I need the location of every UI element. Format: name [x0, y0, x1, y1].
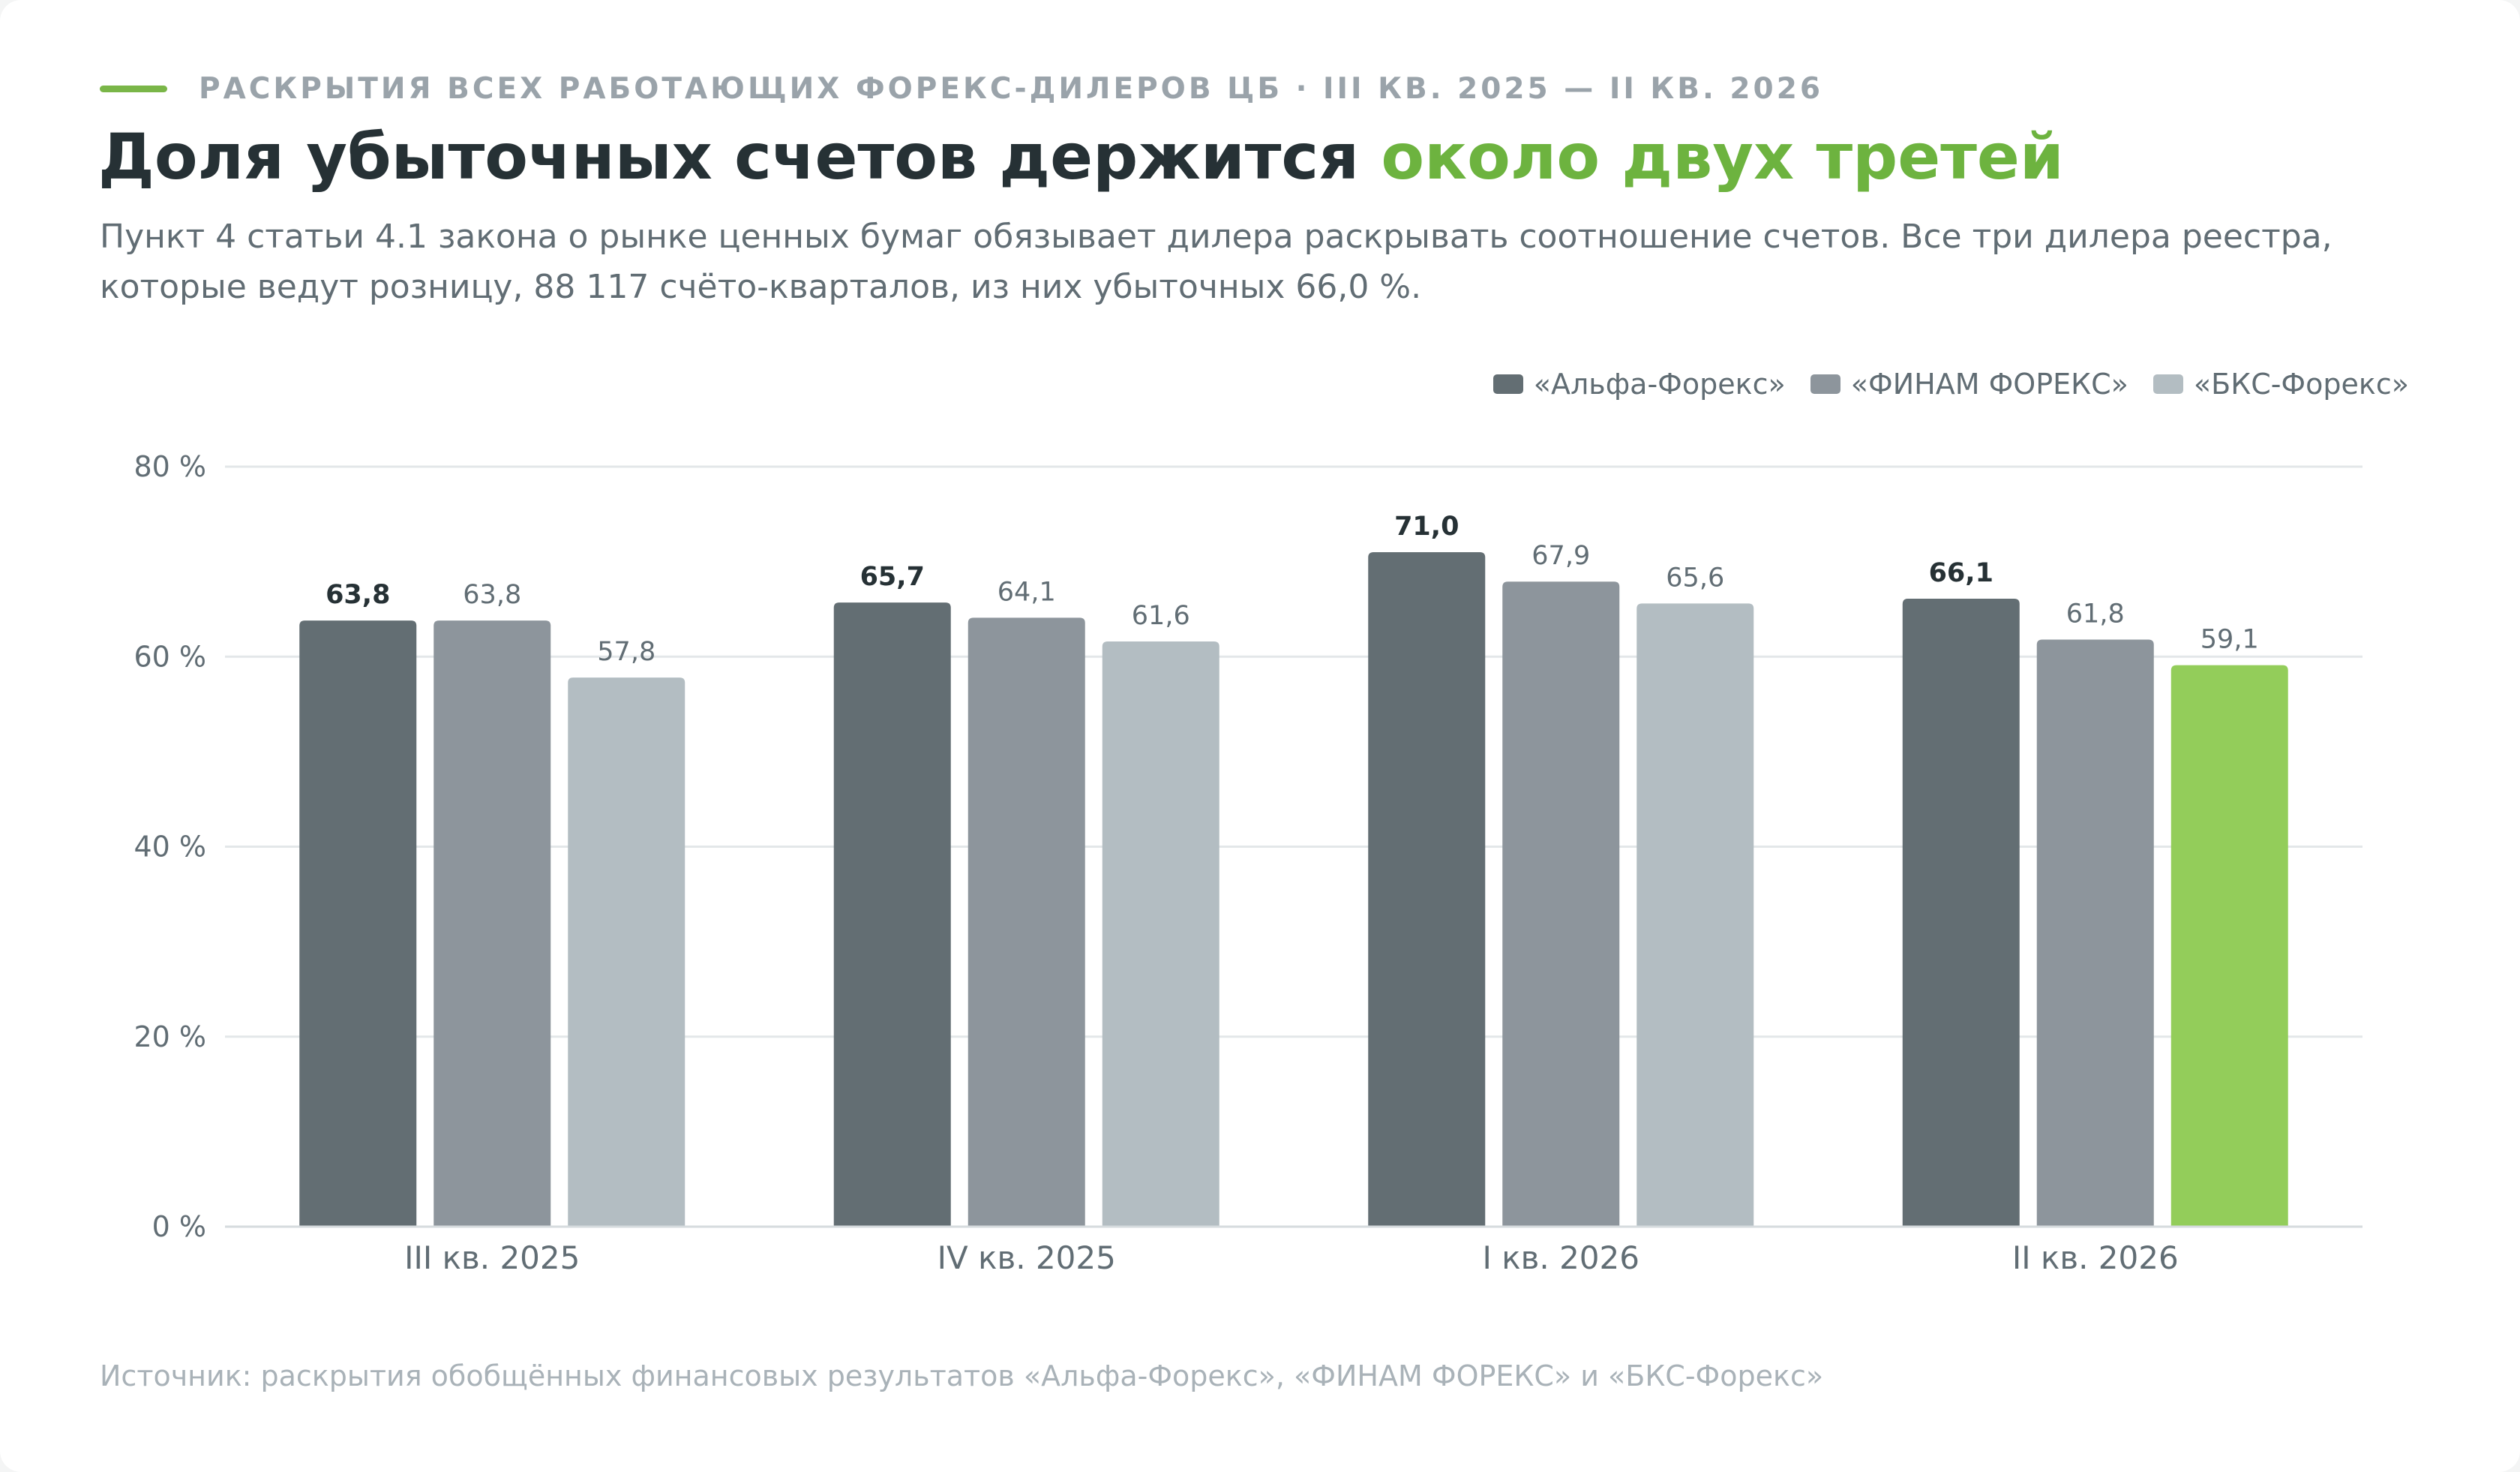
- bar-value-label: 67,9: [1532, 541, 1590, 571]
- title-accent: около двух третей: [1381, 120, 2064, 194]
- eyebrow-text: РАСКРЫТИЯ ВСЕХ РАБОТАЮЩИХ ФОРЕКС-ДИЛЕРОВ…: [199, 72, 1823, 106]
- bar: [1636, 603, 1754, 1227]
- legend-swatch-finam: [1810, 374, 1840, 394]
- bar-value-label: 63,8: [326, 580, 390, 610]
- bar: [2170, 665, 2288, 1227]
- bar-value-label: 71,0: [1394, 512, 1459, 542]
- legend-item-bks: «БКС-Форекс»: [2152, 368, 2409, 401]
- legend-label-bks: «БКС-Форекс»: [2193, 368, 2409, 401]
- legend-label-finam: «ФИНАМ ФОРЕКС»: [1850, 368, 2128, 401]
- bar-value-label: 63,8: [463, 580, 521, 610]
- bar-value-label: 66,1: [1929, 558, 1994, 588]
- source-note: Источник: раскрытия обобщённых финансовы…: [100, 1359, 1824, 1392]
- legend-item-alfa: «Альфа-Форекс»: [1492, 368, 1786, 401]
- y-tick-label: 20 %: [134, 1020, 206, 1053]
- bar-value-label: 61,8: [2066, 599, 2125, 629]
- eyebrow: РАСКРЫТИЯ ВСЕХ РАБОТАЮЩИХ ФОРЕКС-ДИЛЕРОВ…: [100, 72, 1823, 106]
- legend-item-finam: «ФИНАМ ФОРЕКС»: [1810, 368, 2128, 401]
- bar: [434, 620, 551, 1227]
- bar-value-label: 61,6: [1132, 601, 1190, 631]
- eyebrow-accent-bar: [100, 86, 167, 92]
- y-tick-label: 80 %: [134, 450, 206, 483]
- bar: [1502, 581, 1620, 1227]
- chart-legend: «Альфа-Форекс» «ФИНАМ ФОРЕКС» «БКС-Форек…: [1468, 368, 2409, 401]
- x-tick-label: II кв. 2026: [2012, 1239, 2179, 1276]
- x-tick-label: IV кв. 2025: [938, 1239, 1116, 1276]
- bar: [2036, 639, 2154, 1227]
- bar: [568, 677, 686, 1227]
- x-tick-label: I кв. 2026: [1483, 1239, 1640, 1276]
- bar: [1902, 599, 2020, 1227]
- bar: [968, 617, 1085, 1227]
- chart-title: Доля убыточных счетов держится около дву…: [98, 120, 2064, 194]
- y-tick-label: 40 %: [134, 831, 206, 864]
- legend-label-alfa: «Альфа-Форекс»: [1533, 368, 1786, 401]
- bar-value-label: 59,1: [2200, 625, 2259, 655]
- x-tick-label: III кв. 2025: [404, 1239, 580, 1276]
- bar: [299, 620, 417, 1227]
- legend-swatch-bks: [2152, 374, 2183, 394]
- bar-value-label: 65,6: [1666, 563, 1724, 593]
- y-tick-label: 60 %: [134, 640, 206, 673]
- bar: [1102, 641, 1220, 1227]
- legend-swatch-alfa: [1492, 374, 1523, 394]
- bar: [833, 602, 951, 1227]
- bar-value-label: 64,1: [998, 577, 1056, 607]
- bar: [1368, 551, 1486, 1227]
- bar-value-label: 57,8: [597, 637, 656, 667]
- chart-subtitle: Пункт 4 статьи 4.1 закона о рынке ценных…: [100, 218, 2332, 306]
- bar-value-label: 65,7: [860, 562, 925, 592]
- y-tick-label: 0 %: [152, 1210, 206, 1243]
- title-main: Доля убыточных счетов держится: [98, 120, 1382, 194]
